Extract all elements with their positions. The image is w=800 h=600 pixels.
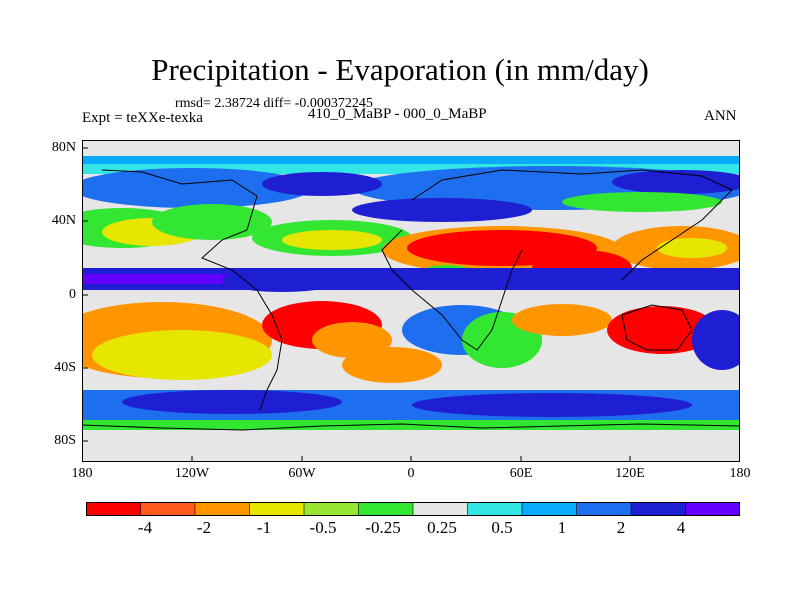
field-blob [152, 204, 272, 240]
field-blob [92, 330, 272, 380]
colorbar [86, 502, 740, 516]
x-tick-label: 0 [407, 466, 415, 481]
colorbar-label: 1 [557, 518, 567, 537]
y-tick-label: 40S [54, 360, 76, 375]
stats-label: rmsd= 2.38724 diff= -0.000372245 [175, 96, 373, 111]
field-blob [82, 420, 740, 430]
coastlines [82, 169, 740, 431]
colorbar-box [303, 502, 360, 516]
colorbar-box [576, 502, 632, 516]
field-blob [657, 238, 727, 258]
season-label: ANN [704, 108, 737, 124]
colorbar-box [140, 502, 196, 516]
colorbar-label: -1 [256, 518, 272, 537]
field-blob [562, 192, 722, 212]
map-title: Precipitation - Evaporation (in mm/day) [151, 52, 649, 87]
x-tick-label: 180 [729, 466, 751, 481]
colorbar-label: 0.25 [427, 518, 457, 537]
field-blob [412, 393, 692, 417]
map-plot [82, 140, 740, 462]
experiment-label: Expt = teXXe-texka [82, 110, 203, 126]
colorbar-label: -0.25 [365, 518, 401, 537]
colorbar-box [685, 502, 740, 516]
x-tick-label: 120E [615, 466, 645, 481]
field-blob [122, 390, 342, 414]
x-tick-label: 60E [509, 466, 533, 481]
coastline-americas [101, 169, 283, 411]
colorbar-box [467, 502, 523, 516]
field-blob [342, 347, 442, 383]
colorbar-label: 2 [616, 518, 626, 537]
x-tick-label: 180 [71, 466, 93, 481]
coastline-australia [621, 304, 693, 351]
field-blob [82, 164, 740, 174]
colorbar-box [412, 502, 469, 516]
case-difference-label: 410_0_MaBP - 000_0_MaBP [308, 106, 487, 122]
coastline-eurasia [411, 169, 733, 281]
colorbar-box [86, 502, 142, 516]
y-tick-label: 80S [54, 433, 76, 448]
field-blob [82, 274, 262, 284]
field-blob [282, 230, 382, 250]
x-tick-label: 60W [288, 466, 316, 481]
field-blob [612, 170, 740, 194]
colorbar-label: -4 [137, 518, 153, 537]
field-blob [512, 304, 612, 336]
colorbar-box [521, 502, 578, 516]
field-blob [607, 306, 717, 354]
coastline-africa [381, 229, 523, 351]
colorbar-box [358, 502, 414, 516]
colorbar-label: -0.5 [309, 518, 337, 537]
colorbar-label: -2 [196, 518, 212, 537]
y-tick-label: 40N [51, 213, 76, 228]
field-blob [352, 198, 532, 222]
field-blob [222, 268, 342, 292]
x-tick-label: 120W [174, 466, 210, 481]
coastline-antarctica [82, 423, 740, 431]
y-tick-label: 80N [51, 140, 76, 155]
axis-ticks [82, 147, 631, 462]
colorbar-box [249, 502, 305, 516]
field-blob [692, 310, 740, 370]
field-blob [82, 168, 312, 208]
colorbar-label: 0.5 [491, 518, 513, 537]
colorbar-label: 4 [676, 518, 686, 537]
colorbar-box [630, 502, 687, 516]
field-blob [262, 172, 382, 196]
y-tick-label: 0 [69, 287, 76, 302]
colorbar-box [194, 502, 251, 516]
